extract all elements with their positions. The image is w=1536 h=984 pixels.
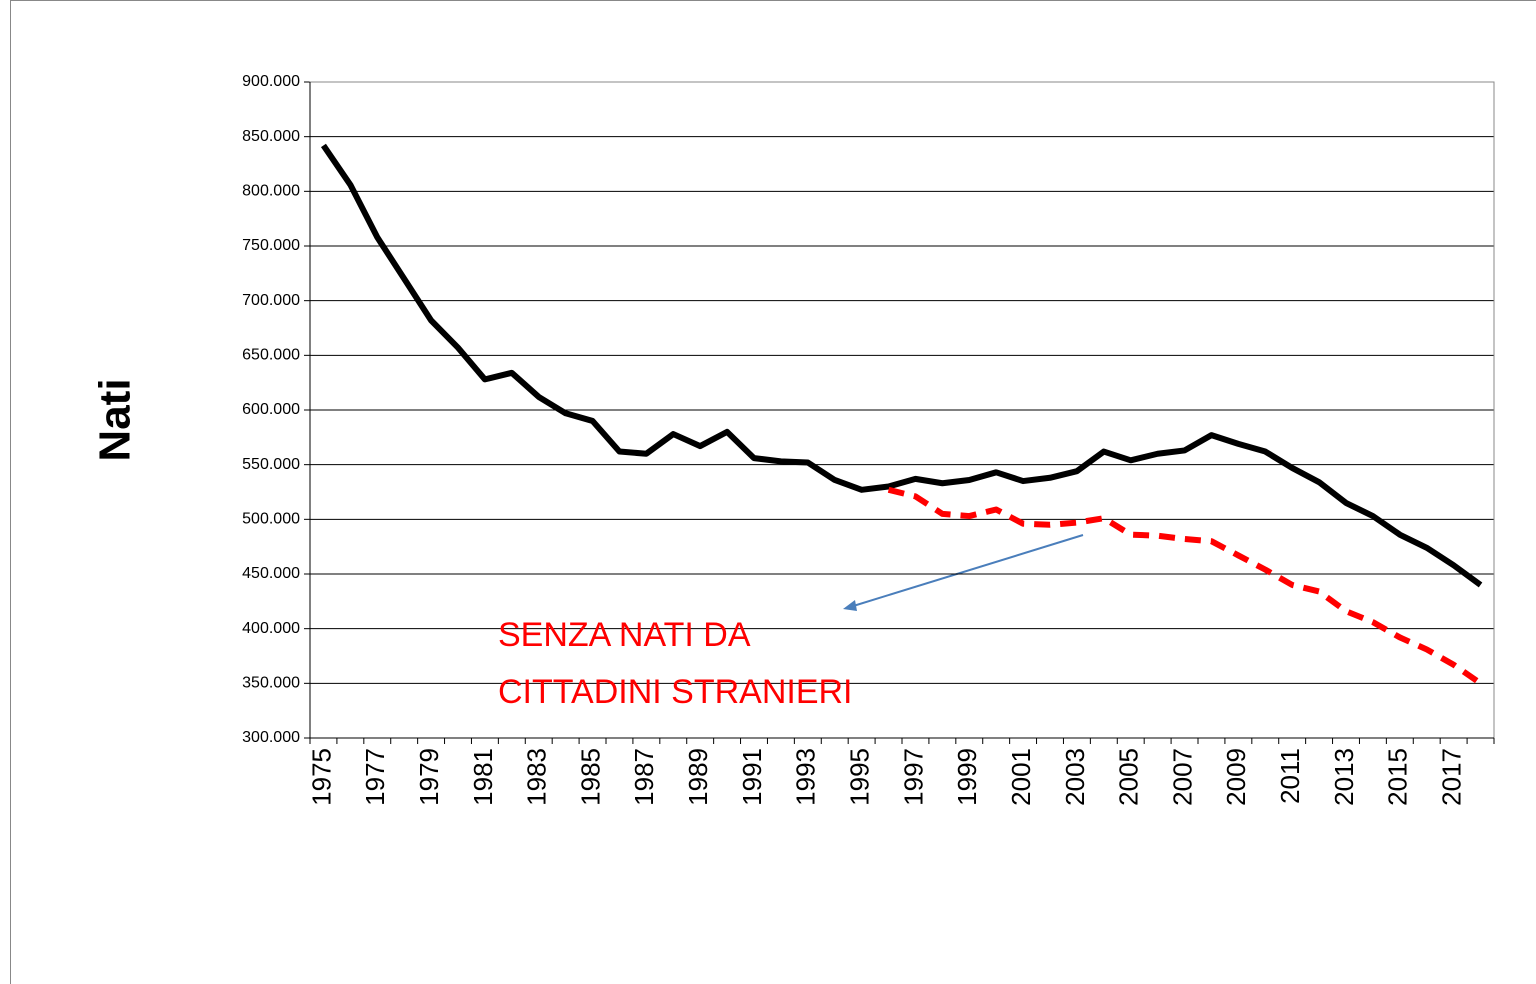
- x-tick-label: 1977: [360, 748, 390, 806]
- x-tick-label: 1995: [845, 748, 875, 806]
- x-tick-label: 1975: [306, 748, 336, 806]
- annotation-arrow: [849, 534, 1084, 608]
- x-tick-label: 1993: [791, 748, 821, 806]
- y-axis-label: Nati: [91, 378, 140, 461]
- frame: [10, 0, 1536, 984]
- y-tick-label: 650.000: [242, 347, 300, 364]
- y-tick-label: 600.000: [242, 401, 300, 418]
- x-tick-label: 2001: [1006, 748, 1036, 806]
- x-tick-label: 2015: [1383, 748, 1413, 806]
- x-tick-label: 1999: [952, 748, 982, 806]
- series-line: [887, 486, 1483, 686]
- x-tick-label: 2005: [1114, 748, 1144, 806]
- x-tick-label: 1991: [737, 748, 767, 806]
- x-tick-label: 2009: [1221, 748, 1251, 806]
- y-tick-label: 700.000: [242, 292, 300, 309]
- x-tick-label: 1985: [575, 748, 605, 806]
- y-tick-label: 800.000: [242, 183, 300, 200]
- x-tick-label: 2017: [1437, 748, 1467, 806]
- y-tick-label: 300.000: [242, 729, 300, 746]
- x-tick-label: 2007: [1167, 748, 1197, 806]
- annotation: CITTADINI STRANIERI: [498, 673, 853, 711]
- x-tick-label: 2013: [1329, 748, 1359, 806]
- annotation: SENZA NATI DA: [498, 616, 751, 654]
- arrow-head: [843, 600, 857, 611]
- x-tick-label: 2011: [1275, 748, 1305, 804]
- y-tick-label: 750.000: [242, 237, 300, 254]
- x-tick-label: 1981: [468, 748, 498, 806]
- x-tick-label: 1989: [683, 748, 713, 806]
- y-tick-label: 400.000: [242, 620, 300, 637]
- series-line: [320, 143, 1483, 588]
- x-tick-label: 1987: [629, 748, 659, 806]
- y-tick-label: 500.000: [242, 511, 300, 528]
- x-tick-label: 1983: [522, 748, 552, 806]
- x-tick-label: 1979: [414, 748, 444, 806]
- y-tick-label: 350.000: [242, 675, 300, 692]
- y-tick-label: 900.000: [242, 73, 300, 90]
- y-tick-label: 450.000: [242, 565, 300, 582]
- y-tick-label: 850.000: [242, 128, 300, 145]
- x-tick-label: 1997: [898, 748, 928, 806]
- x-tick-label: 2003: [1060, 748, 1090, 806]
- y-tick-label: 550.000: [242, 456, 300, 473]
